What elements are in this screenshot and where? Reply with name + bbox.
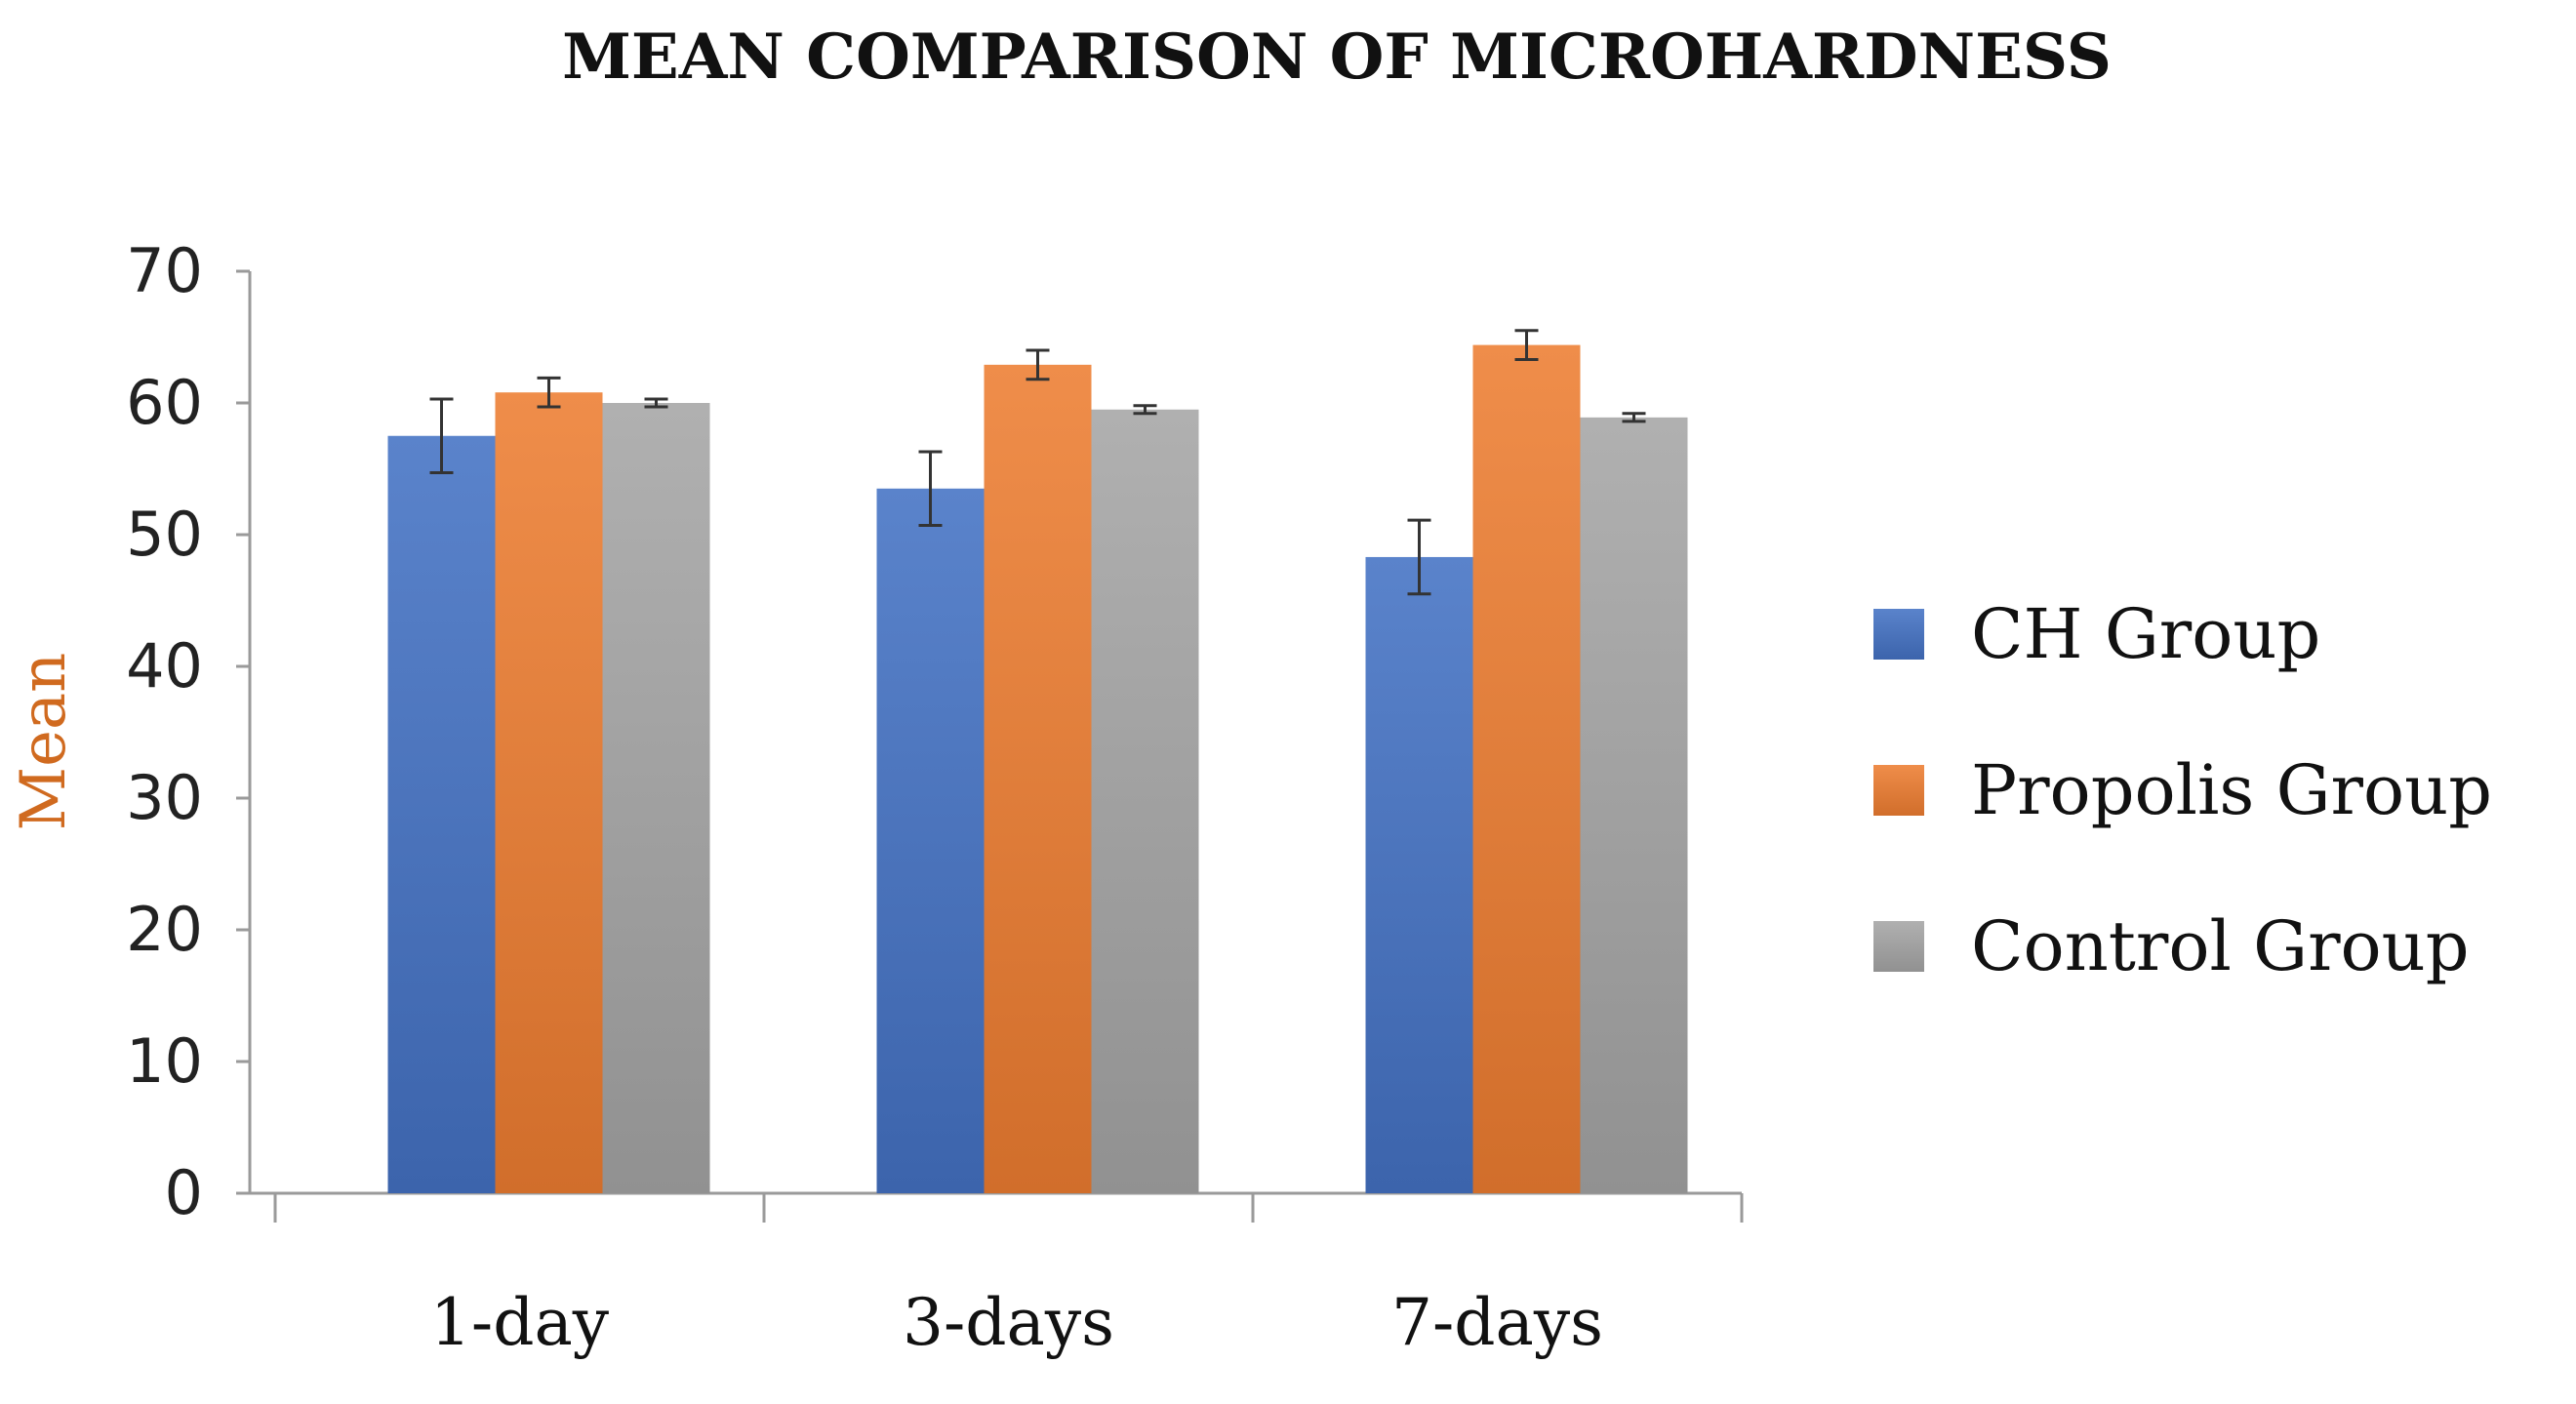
error-bar xyxy=(1407,518,1431,596)
y-tick-label: 10 xyxy=(126,1025,203,1097)
legend-label: Control Group xyxy=(1971,906,2470,986)
error-bar xyxy=(1133,404,1157,416)
y-tick-label: 70 xyxy=(126,235,203,306)
x-tick-label: 3-days xyxy=(903,1285,1114,1360)
legend-swatch xyxy=(1873,921,1924,972)
y-tick-label: 0 xyxy=(165,1157,203,1228)
legend-swatch xyxy=(1873,765,1924,816)
bar-ch-group-3-days xyxy=(876,488,985,1193)
bar-ch-group-7-days xyxy=(1365,556,1473,1193)
bar-propolis-group-7-days xyxy=(1472,344,1581,1194)
x-tick-label: 7-days xyxy=(1391,1285,1603,1360)
y-tick-label: 50 xyxy=(126,499,203,570)
legend-label: CH Group xyxy=(1971,594,2320,674)
error-bar xyxy=(1026,348,1050,381)
error-bars xyxy=(429,329,1646,596)
bar-control-group-3-days xyxy=(1091,409,1199,1193)
error-bar xyxy=(429,397,454,475)
chart-title: MEAN COMPARISON OF MICROHARDNESS xyxy=(562,20,2112,94)
y-tick-label: 20 xyxy=(126,894,203,965)
bar-propolis-group-3-days xyxy=(984,364,1092,1194)
bars xyxy=(387,344,1688,1194)
error-bar xyxy=(1514,329,1539,361)
y-axis-label: Mean xyxy=(8,653,80,831)
error-bar xyxy=(1622,412,1646,423)
legend: CH Group Propolis Group Control Group xyxy=(1873,594,2492,986)
axes: 0 10 20 30 40 50 60 70 1-day 3-days 7-days xyxy=(126,235,1744,1360)
bar-control-group-7-days xyxy=(1580,417,1688,1194)
bar-ch-group-1-day xyxy=(387,435,496,1193)
y-tick-label: 60 xyxy=(126,367,203,438)
bar-control-group-1-day xyxy=(602,403,710,1193)
bar-propolis-group-1-day xyxy=(495,392,603,1193)
y-tick-label: 40 xyxy=(126,630,203,702)
error-bar xyxy=(918,450,943,528)
y-tick-label: 30 xyxy=(126,762,203,833)
x-tick-label: 1-day xyxy=(430,1285,610,1360)
error-bar xyxy=(644,397,668,409)
error-bar xyxy=(537,376,561,409)
legend-swatch xyxy=(1873,609,1924,660)
legend-label: Propolis Group xyxy=(1971,750,2492,830)
